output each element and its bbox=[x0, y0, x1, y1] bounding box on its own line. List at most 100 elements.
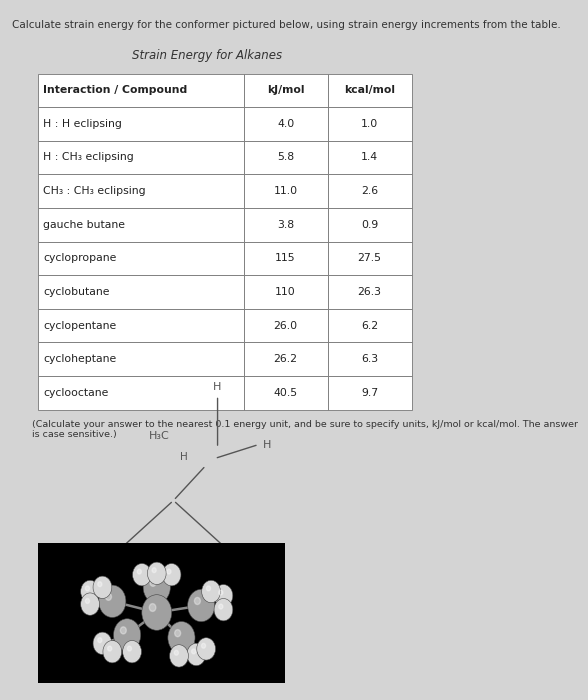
Circle shape bbox=[214, 598, 233, 621]
Bar bbox=[328, 107, 412, 141]
Text: gauche butane: gauche butane bbox=[43, 220, 125, 230]
Bar bbox=[243, 241, 328, 275]
Circle shape bbox=[148, 562, 166, 584]
Text: 2.6: 2.6 bbox=[361, 186, 378, 196]
Text: 115: 115 bbox=[275, 253, 296, 263]
Circle shape bbox=[187, 643, 206, 666]
Circle shape bbox=[123, 640, 142, 663]
Circle shape bbox=[197, 638, 216, 660]
Text: cyclobutane: cyclobutane bbox=[43, 287, 109, 297]
Bar bbox=[38, 174, 243, 208]
Text: kJ/mol: kJ/mol bbox=[267, 85, 305, 95]
Bar bbox=[328, 241, 412, 275]
Circle shape bbox=[108, 646, 112, 651]
Bar bbox=[38, 141, 243, 174]
Circle shape bbox=[152, 568, 156, 573]
Circle shape bbox=[188, 589, 215, 622]
Bar bbox=[38, 376, 243, 410]
Text: 0.9: 0.9 bbox=[361, 220, 378, 230]
Bar bbox=[38, 342, 243, 376]
Bar bbox=[243, 208, 328, 241]
Text: 110: 110 bbox=[275, 287, 296, 297]
Circle shape bbox=[219, 590, 223, 595]
Text: CH₃: CH₃ bbox=[228, 547, 249, 556]
Circle shape bbox=[206, 586, 211, 591]
Circle shape bbox=[93, 632, 112, 654]
Circle shape bbox=[219, 604, 223, 609]
Circle shape bbox=[149, 603, 156, 611]
Text: 1.0: 1.0 bbox=[361, 119, 378, 129]
Circle shape bbox=[98, 638, 102, 643]
Text: cycloheptane: cycloheptane bbox=[43, 354, 116, 364]
Text: cyclooctane: cyclooctane bbox=[43, 388, 108, 398]
Text: 3.8: 3.8 bbox=[277, 220, 294, 230]
Bar bbox=[328, 141, 412, 174]
Bar bbox=[328, 208, 412, 241]
Circle shape bbox=[143, 571, 171, 603]
Circle shape bbox=[142, 595, 172, 630]
Text: cyclopropane: cyclopropane bbox=[43, 253, 116, 263]
Circle shape bbox=[113, 619, 141, 651]
Text: (Calculate your answer to the nearest 0.1 energy unit, and be sure to specify un: (Calculate your answer to the nearest 0.… bbox=[32, 420, 579, 440]
Text: 26.2: 26.2 bbox=[273, 354, 298, 364]
Bar bbox=[38, 241, 243, 275]
Text: H: H bbox=[181, 452, 188, 462]
Circle shape bbox=[137, 569, 141, 574]
Bar bbox=[38, 309, 243, 342]
Text: H : CH₃ eclipsing: H : CH₃ eclipsing bbox=[43, 153, 133, 162]
Circle shape bbox=[121, 626, 126, 634]
Text: Calculate strain energy for the conformer pictured below, using strain energy in: Calculate strain energy for the conforme… bbox=[12, 20, 560, 29]
Bar bbox=[243, 309, 328, 342]
Text: H: H bbox=[263, 440, 271, 449]
Text: Strain Energy for Alkanes: Strain Energy for Alkanes bbox=[132, 50, 282, 62]
Text: 6.3: 6.3 bbox=[361, 354, 378, 364]
Text: 11.0: 11.0 bbox=[273, 186, 298, 196]
Text: H : H eclipsing: H : H eclipsing bbox=[43, 119, 122, 129]
Bar bbox=[328, 309, 412, 342]
Bar bbox=[328, 376, 412, 410]
Text: cyclopentane: cyclopentane bbox=[43, 321, 116, 330]
Bar bbox=[328, 275, 412, 309]
Text: CH₃ : CH₃ eclipsing: CH₃ : CH₃ eclipsing bbox=[43, 186, 146, 196]
Circle shape bbox=[105, 593, 112, 601]
Bar bbox=[38, 208, 243, 241]
Bar bbox=[243, 74, 328, 107]
Text: 40.5: 40.5 bbox=[273, 388, 298, 398]
Text: H₃C: H₃C bbox=[148, 431, 169, 441]
Bar bbox=[38, 542, 285, 682]
Bar bbox=[243, 376, 328, 410]
Circle shape bbox=[128, 646, 132, 651]
Text: 9.7: 9.7 bbox=[361, 388, 378, 398]
Text: 1.4: 1.4 bbox=[361, 153, 378, 162]
Bar bbox=[328, 342, 412, 376]
Bar bbox=[38, 275, 243, 309]
Circle shape bbox=[202, 580, 220, 603]
Text: H: H bbox=[213, 382, 222, 392]
Text: H₃C: H₃C bbox=[98, 547, 119, 556]
Circle shape bbox=[202, 643, 206, 648]
Bar bbox=[243, 275, 328, 309]
Circle shape bbox=[93, 576, 112, 598]
Circle shape bbox=[192, 649, 196, 654]
Text: 27.5: 27.5 bbox=[358, 253, 382, 263]
Bar bbox=[38, 107, 243, 141]
Circle shape bbox=[168, 622, 195, 654]
Circle shape bbox=[99, 585, 126, 617]
Bar bbox=[243, 342, 328, 376]
Bar bbox=[243, 107, 328, 141]
Circle shape bbox=[174, 650, 178, 655]
Circle shape bbox=[98, 582, 102, 587]
Circle shape bbox=[167, 569, 171, 574]
Circle shape bbox=[169, 645, 188, 667]
Circle shape bbox=[132, 564, 151, 586]
Circle shape bbox=[81, 580, 99, 603]
Circle shape bbox=[81, 593, 99, 615]
Circle shape bbox=[103, 640, 122, 663]
Text: 26.3: 26.3 bbox=[358, 287, 382, 297]
Bar bbox=[243, 174, 328, 208]
Text: Interaction / Compound: Interaction / Compound bbox=[43, 85, 187, 95]
Circle shape bbox=[214, 584, 233, 607]
Circle shape bbox=[85, 586, 89, 591]
Circle shape bbox=[162, 564, 181, 586]
Text: 5.8: 5.8 bbox=[277, 153, 294, 162]
